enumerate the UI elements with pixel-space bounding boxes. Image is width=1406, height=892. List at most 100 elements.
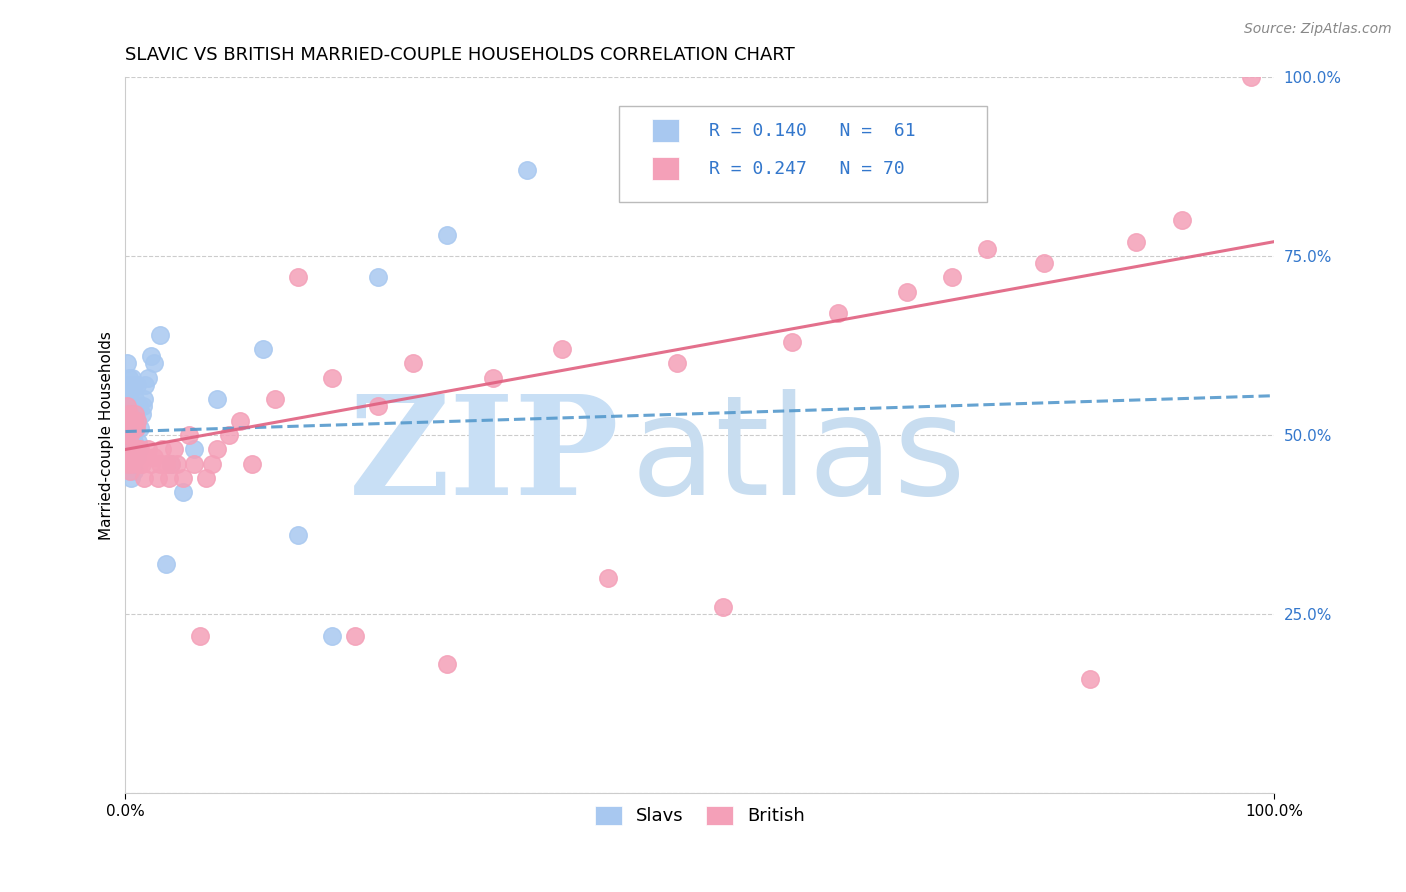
Point bbox=[150, 442, 173, 457]
Point bbox=[976, 242, 998, 256]
Point bbox=[115, 356, 138, 370]
Point bbox=[120, 414, 142, 428]
Point bbox=[131, 450, 153, 464]
Point bbox=[207, 442, 229, 457]
Point bbox=[711, 600, 734, 615]
Point bbox=[120, 442, 142, 457]
Point bbox=[139, 457, 162, 471]
Point bbox=[122, 414, 145, 428]
Point bbox=[1125, 235, 1147, 249]
Point bbox=[166, 457, 188, 471]
Point bbox=[183, 457, 205, 471]
Point bbox=[122, 450, 145, 464]
Point bbox=[129, 442, 152, 457]
Point bbox=[124, 407, 146, 421]
Point bbox=[367, 400, 389, 414]
Point bbox=[177, 428, 200, 442]
FancyBboxPatch shape bbox=[620, 105, 987, 202]
Point bbox=[125, 414, 148, 428]
Point bbox=[183, 442, 205, 457]
Point bbox=[118, 457, 141, 471]
Point bbox=[115, 421, 138, 435]
Point bbox=[118, 371, 141, 385]
Point bbox=[401, 356, 423, 370]
Legend: Slavs, British: Slavs, British bbox=[586, 797, 814, 835]
Point bbox=[121, 457, 143, 471]
Point bbox=[482, 371, 505, 385]
Point bbox=[896, 285, 918, 299]
Point bbox=[122, 407, 145, 421]
Point bbox=[138, 442, 160, 457]
Point bbox=[115, 407, 138, 421]
Point bbox=[122, 464, 145, 478]
Point bbox=[240, 457, 263, 471]
Point bbox=[436, 657, 458, 672]
Point bbox=[155, 457, 177, 471]
Point bbox=[121, 371, 143, 385]
Point bbox=[118, 442, 141, 457]
Point bbox=[157, 471, 180, 485]
Point bbox=[125, 407, 148, 421]
Point bbox=[252, 342, 274, 356]
Point bbox=[149, 327, 172, 342]
Point bbox=[120, 464, 142, 478]
Text: Source: ZipAtlas.com: Source: ZipAtlas.com bbox=[1244, 22, 1392, 37]
Point bbox=[128, 457, 150, 471]
Point bbox=[120, 385, 142, 400]
Point bbox=[138, 371, 160, 385]
Point bbox=[665, 356, 688, 370]
Point bbox=[780, 334, 803, 349]
Point bbox=[122, 378, 145, 392]
Point bbox=[1240, 70, 1263, 84]
Point bbox=[120, 442, 142, 457]
Point bbox=[131, 400, 153, 414]
Point bbox=[117, 378, 139, 392]
Point bbox=[344, 629, 367, 643]
Point bbox=[127, 442, 149, 457]
Point bbox=[120, 471, 142, 485]
Point bbox=[127, 435, 149, 450]
Point bbox=[287, 270, 309, 285]
Point bbox=[120, 450, 142, 464]
FancyBboxPatch shape bbox=[651, 120, 679, 142]
Text: ZIP: ZIP bbox=[349, 390, 620, 524]
Point bbox=[207, 392, 229, 407]
Point bbox=[122, 435, 145, 450]
Point bbox=[125, 421, 148, 435]
Text: R = 0.140   N =  61: R = 0.140 N = 61 bbox=[709, 121, 915, 140]
Point bbox=[436, 227, 458, 242]
Point bbox=[127, 400, 149, 414]
Text: atlas: atlas bbox=[631, 389, 966, 524]
Point bbox=[117, 414, 139, 428]
Point bbox=[194, 471, 217, 485]
Point bbox=[188, 629, 211, 643]
Point bbox=[229, 414, 252, 428]
Point bbox=[124, 392, 146, 407]
Point bbox=[143, 356, 166, 370]
Point bbox=[125, 450, 148, 464]
Point bbox=[125, 414, 148, 428]
Point bbox=[115, 400, 138, 414]
Point bbox=[117, 450, 139, 464]
Point bbox=[132, 471, 155, 485]
Point bbox=[120, 414, 142, 428]
Text: SLAVIC VS BRITISH MARRIED-COUPLE HOUSEHOLDS CORRELATION CHART: SLAVIC VS BRITISH MARRIED-COUPLE HOUSEHO… bbox=[125, 46, 796, 64]
Point bbox=[263, 392, 285, 407]
Point bbox=[117, 428, 139, 442]
Point bbox=[160, 457, 183, 471]
Point bbox=[118, 392, 141, 407]
Point bbox=[172, 485, 194, 500]
Point bbox=[120, 428, 142, 442]
Point bbox=[121, 428, 143, 442]
Point bbox=[287, 528, 309, 542]
Point bbox=[121, 400, 143, 414]
Point bbox=[218, 428, 240, 442]
Point bbox=[321, 371, 343, 385]
Point bbox=[134, 378, 156, 392]
Point bbox=[149, 457, 172, 471]
Point bbox=[1033, 256, 1056, 270]
Point bbox=[117, 457, 139, 471]
Point bbox=[160, 457, 183, 471]
Point bbox=[155, 557, 177, 571]
Point bbox=[163, 442, 186, 457]
